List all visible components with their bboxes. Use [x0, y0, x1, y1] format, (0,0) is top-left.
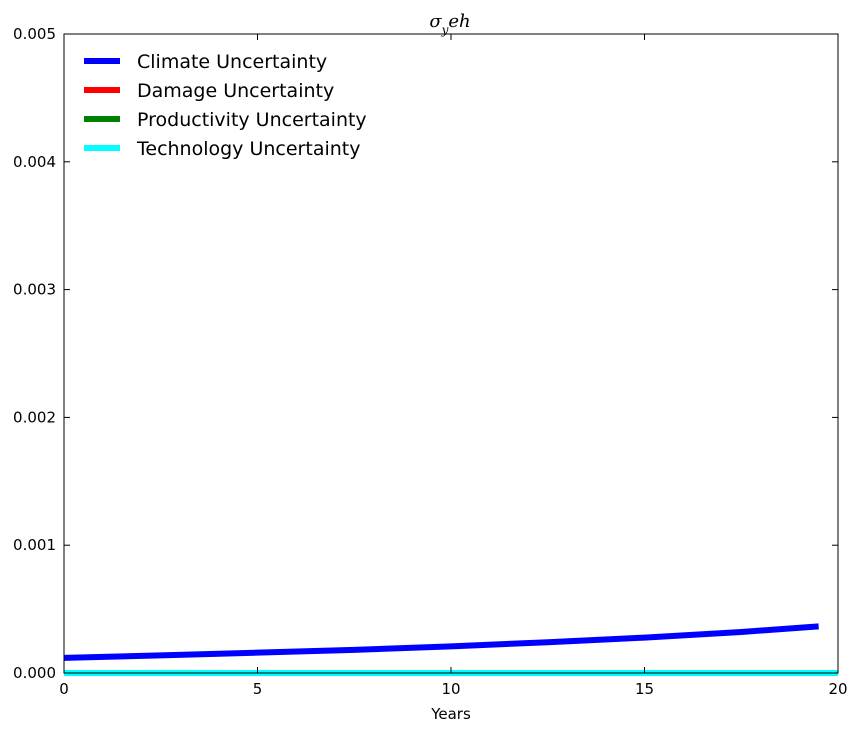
- x-tick-label: 0: [59, 680, 69, 698]
- y-tick-label: 0.000: [13, 664, 56, 682]
- legend-label: Productivity Uncertainty: [137, 109, 367, 131]
- y-tick-label: 0.001: [13, 536, 56, 554]
- chart-title: σyeh: [429, 11, 470, 37]
- x-tick-label: 20: [828, 680, 847, 698]
- series-line-0: [63, 623, 819, 661]
- legend: Climate Uncertainty Damage Uncertainty Pro…: [84, 51, 367, 160]
- x-tick-label: 5: [253, 680, 263, 698]
- y-tick-label: 0.002: [13, 408, 56, 426]
- legend-label: Damage Uncertainty: [137, 80, 334, 102]
- y-tick-label: 0.005: [13, 25, 56, 43]
- x-tick-label: 10: [441, 680, 460, 698]
- x-axis-label: Years: [430, 705, 471, 723]
- y-tick-label: 0.004: [13, 153, 56, 171]
- x-tick-label: 15: [635, 680, 654, 698]
- legend-label: Technology Uncertainty: [136, 138, 360, 160]
- axes-layer: 0 5 10 15 20 0.000 0.001 0.002 0.003 0.004 0.005: [13, 25, 848, 698]
- legend-label: Climate Uncertainty: [137, 51, 327, 73]
- y-tick-label: 0.003: [13, 281, 56, 299]
